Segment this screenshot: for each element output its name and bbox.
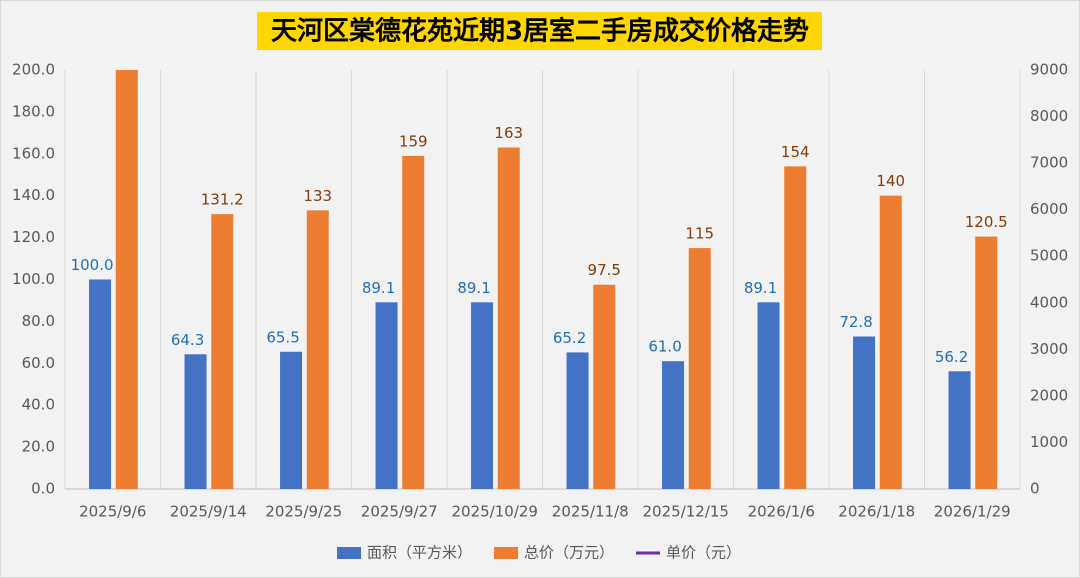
value-label: 89.1 (457, 279, 490, 297)
value-label: 100.0 (71, 256, 114, 274)
value-label: 159 (399, 132, 428, 150)
y-tick-label: 140.0 (12, 186, 55, 204)
legend-label: 总价（万元） (524, 544, 614, 562)
y-tick-label: 80.0 (22, 312, 55, 330)
value-label: 154 (781, 143, 810, 161)
y2-tick-label: 7000 (1030, 154, 1068, 172)
bar (566, 352, 589, 489)
value-label: 65.5 (266, 328, 299, 346)
legend-label: 面积（平方米） (367, 544, 472, 562)
bar (115, 70, 138, 489)
title-background (257, 12, 822, 50)
y-tick-label: 0.0 (31, 480, 55, 498)
legend-label: 单价（元） (666, 544, 741, 562)
value-label: 97.5 (588, 261, 621, 279)
legend-swatch (337, 547, 361, 559)
bar (688, 248, 711, 489)
x-tick-label: 2025/12/15 (643, 503, 729, 521)
y2-tick-label: 1000 (1030, 433, 1068, 451)
x-tick-label: 2025/9/25 (265, 503, 342, 521)
value-label: 56.2 (935, 348, 968, 366)
x-tick-label: 2026/1/6 (748, 503, 815, 521)
y-tick-label: 60.0 (22, 354, 55, 372)
bar (89, 279, 112, 489)
x-tick-label: 2025/9/27 (361, 503, 438, 521)
bar (306, 210, 329, 490)
value-label: 61.0 (648, 338, 681, 356)
y-tick-label: 40.0 (22, 396, 55, 414)
value-label: 140 (876, 172, 905, 190)
x-tick-label: 2026/1/18 (838, 503, 915, 521)
x-tick-label: 2025/9/14 (170, 503, 247, 521)
bar (662, 361, 685, 489)
y-tick-label: 20.0 (22, 438, 55, 456)
y2-tick-label: 8000 (1030, 107, 1068, 125)
value-label: 72.8 (839, 313, 872, 331)
bar (879, 195, 902, 489)
bar (497, 147, 520, 489)
y2-tick-label: 2000 (1030, 386, 1068, 404)
bar (948, 371, 971, 489)
value-label: 133 (303, 187, 332, 205)
chart-title: 天河区棠德花苑近期3居室二手房成交价格走势 (271, 16, 809, 47)
bar (184, 354, 207, 489)
y-tick-label: 200.0 (12, 61, 55, 79)
value-label: 89.1 (362, 279, 395, 297)
bar (853, 336, 876, 489)
bar (975, 236, 998, 489)
value-label: 65.2 (553, 329, 586, 347)
bar (402, 155, 425, 489)
y2-tick-label: 0 (1030, 480, 1040, 498)
bar (757, 302, 780, 489)
y2-tick-label: 9000 (1030, 61, 1068, 79)
y2-tick-label: 6000 (1030, 200, 1068, 218)
bar (280, 351, 303, 489)
x-tick-label: 2025/11/8 (552, 503, 629, 521)
bar (471, 302, 494, 489)
value-label: 89.1 (744, 279, 777, 297)
bar (211, 214, 234, 490)
x-tick-label: 2025/10/29 (452, 503, 538, 521)
y-tick-label: 120.0 (12, 228, 55, 246)
y-tick-label: 160.0 (12, 144, 55, 162)
legend-swatch (494, 547, 519, 559)
value-label: 115 (685, 225, 714, 243)
y-tick-label: 100.0 (12, 270, 55, 288)
x-tick-label: 2026/1/29 (934, 503, 1011, 521)
bar (593, 284, 616, 489)
y2-tick-label: 4000 (1030, 293, 1068, 311)
y-tick-label: 180.0 (12, 102, 55, 120)
bar (784, 166, 807, 489)
value-label: 131.2 (201, 191, 244, 209)
value-label: 64.3 (171, 331, 204, 349)
value-label: 120.5 (965, 213, 1008, 231)
bar (375, 302, 398, 489)
x-tick-label: 2025/9/6 (79, 503, 146, 521)
y2-tick-label: 5000 (1030, 247, 1068, 265)
value-label: 163 (494, 124, 523, 142)
y2-tick-label: 3000 (1030, 340, 1068, 358)
